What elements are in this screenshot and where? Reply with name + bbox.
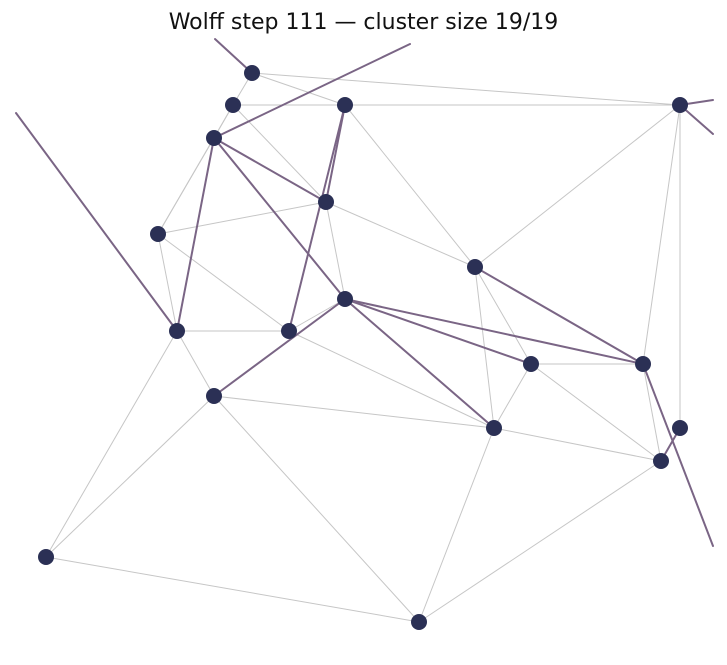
lattice-edge bbox=[251, 72, 681, 106]
cluster-bond bbox=[213, 137, 346, 300]
lattice-edge bbox=[493, 363, 532, 429]
spin-node bbox=[281, 323, 297, 339]
cluster-bond bbox=[213, 137, 327, 203]
cluster-bond bbox=[344, 298, 532, 365]
lattice-edges bbox=[45, 72, 681, 623]
spin-node bbox=[244, 65, 260, 81]
lattice-edge bbox=[157, 233, 178, 332]
lattice-edge bbox=[213, 395, 420, 623]
spin-node bbox=[337, 97, 353, 113]
lattice-edge bbox=[157, 233, 290, 332]
spin-node bbox=[206, 388, 222, 404]
lattice-edge bbox=[45, 395, 215, 558]
cluster-bond bbox=[325, 104, 346, 203]
cluster-bond bbox=[344, 298, 644, 365]
lattice-edge bbox=[418, 427, 495, 623]
spin-nodes bbox=[38, 65, 688, 630]
lattice-edge bbox=[325, 201, 476, 268]
cluster-bond bbox=[474, 266, 644, 365]
lattice-edge bbox=[325, 201, 346, 300]
lattice-edge bbox=[642, 363, 662, 462]
spin-node bbox=[467, 259, 483, 275]
cluster-bond bbox=[288, 104, 346, 332]
lattice-edge bbox=[642, 104, 681, 365]
lattice-edge bbox=[157, 137, 215, 235]
lattice-edge bbox=[213, 395, 495, 429]
spin-node bbox=[411, 614, 427, 630]
spin-node bbox=[672, 420, 688, 436]
boundary-bond bbox=[214, 38, 253, 74]
spin-node bbox=[225, 97, 241, 113]
lattice-edge bbox=[176, 330, 215, 397]
spin-node bbox=[337, 291, 353, 307]
spin-node bbox=[150, 226, 166, 242]
lattice-edge bbox=[474, 104, 681, 268]
boundary-bond bbox=[213, 43, 411, 139]
lattice-edge bbox=[288, 330, 495, 429]
boundary-bond bbox=[15, 112, 178, 332]
chart-title: Wolff step 111 — cluster size 19/19 bbox=[168, 10, 559, 35]
spin-node bbox=[672, 97, 688, 113]
spin-node bbox=[653, 453, 669, 469]
cluster-bonds bbox=[15, 38, 714, 547]
spin-node bbox=[318, 194, 334, 210]
lattice-edge bbox=[474, 266, 532, 365]
lattice-edge bbox=[45, 330, 178, 558]
lattice-edge bbox=[288, 298, 346, 332]
lattice-edge bbox=[418, 460, 662, 623]
spin-node bbox=[523, 356, 539, 372]
lattice-edge bbox=[493, 427, 662, 462]
lattice-edge bbox=[344, 104, 476, 268]
spin-node bbox=[206, 130, 222, 146]
lattice-edge bbox=[530, 363, 662, 462]
cluster-bond bbox=[344, 298, 495, 429]
lattice-edge bbox=[251, 72, 346, 106]
lattice-edge bbox=[45, 556, 420, 623]
lattice-edge bbox=[157, 201, 327, 235]
cluster-bond bbox=[176, 137, 215, 332]
spin-node bbox=[38, 549, 54, 565]
lattice-edge bbox=[232, 104, 327, 203]
cluster-bond bbox=[213, 298, 346, 397]
spin-node bbox=[635, 356, 651, 372]
spin-node bbox=[169, 323, 185, 339]
spin-node bbox=[486, 420, 502, 436]
boundary-bond bbox=[642, 363, 714, 547]
